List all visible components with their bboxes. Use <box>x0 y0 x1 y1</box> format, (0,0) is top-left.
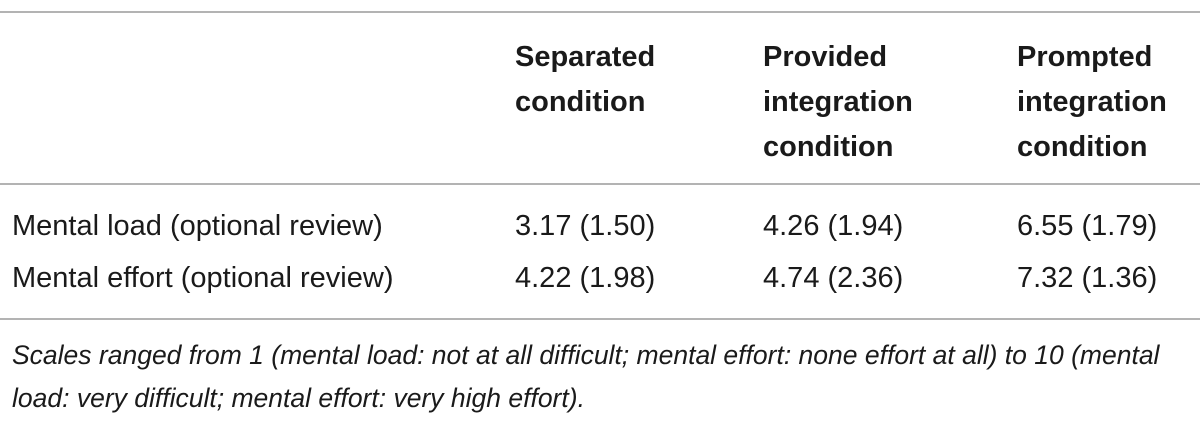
table-top-rule <box>0 11 1200 13</box>
table-row: Mental load (optional review) 3.17 (1.50… <box>0 200 1200 252</box>
row-label-mental-load: Mental load (optional review) <box>12 210 383 242</box>
cell-value: 3.17 (1.50) <box>515 210 656 242</box>
cell-value: 4.74 (2.36) <box>763 262 904 294</box>
column-header-prompted-integration: Prompted integration condition <box>1017 41 1167 163</box>
table-row: Mental effort (optional review) 4.22 (1.… <box>0 252 1200 304</box>
column-header-separated: Separated condition <box>515 41 656 118</box>
column-header-provided-integration: Provided integration condition <box>763 41 913 163</box>
cell-value: 7.32 (1.36) <box>1017 262 1158 294</box>
table-header-rule <box>0 183 1200 185</box>
table-footnote: Scales ranged from 1 (mental load: not a… <box>12 340 1160 413</box>
table-bottom-rule <box>0 318 1200 320</box>
cell-value: 4.22 (1.98) <box>515 262 656 294</box>
row-label-mental-effort: Mental effort (optional review) <box>12 262 394 294</box>
cell-value: 6.55 (1.79) <box>1017 210 1158 242</box>
cell-value: 4.26 (1.94) <box>763 210 904 242</box>
